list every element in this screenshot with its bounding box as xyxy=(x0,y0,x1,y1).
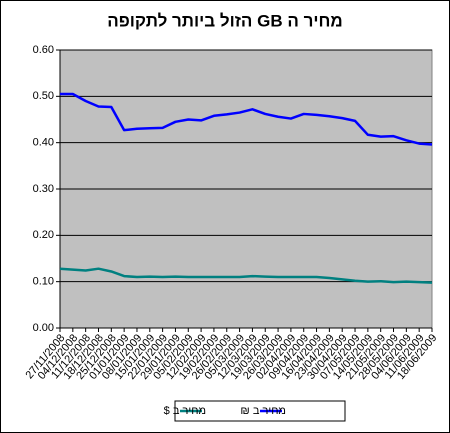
y-tick-label: 0.30 xyxy=(33,183,54,195)
series-line xyxy=(59,267,433,284)
y-tick-label: 0.60 xyxy=(33,44,54,56)
y-tick-label: 0.40 xyxy=(33,137,54,149)
series-line xyxy=(60,92,433,146)
y-tick-label: 0.50 xyxy=(33,90,54,102)
y-tick-label: 0.10 xyxy=(33,276,54,288)
legend: מחיר ב $ מחיר ב ₪ xyxy=(164,400,346,422)
y-tick-label: 0.20 xyxy=(33,229,54,241)
legend-label: מחיר ב ₪ xyxy=(240,405,286,417)
chart-title: מחיר ה GB הזול ביותר לתקופה xyxy=(107,11,343,30)
y-tick-label: 0.00 xyxy=(33,322,54,334)
legend-label: מחיר ב $ xyxy=(164,405,206,417)
